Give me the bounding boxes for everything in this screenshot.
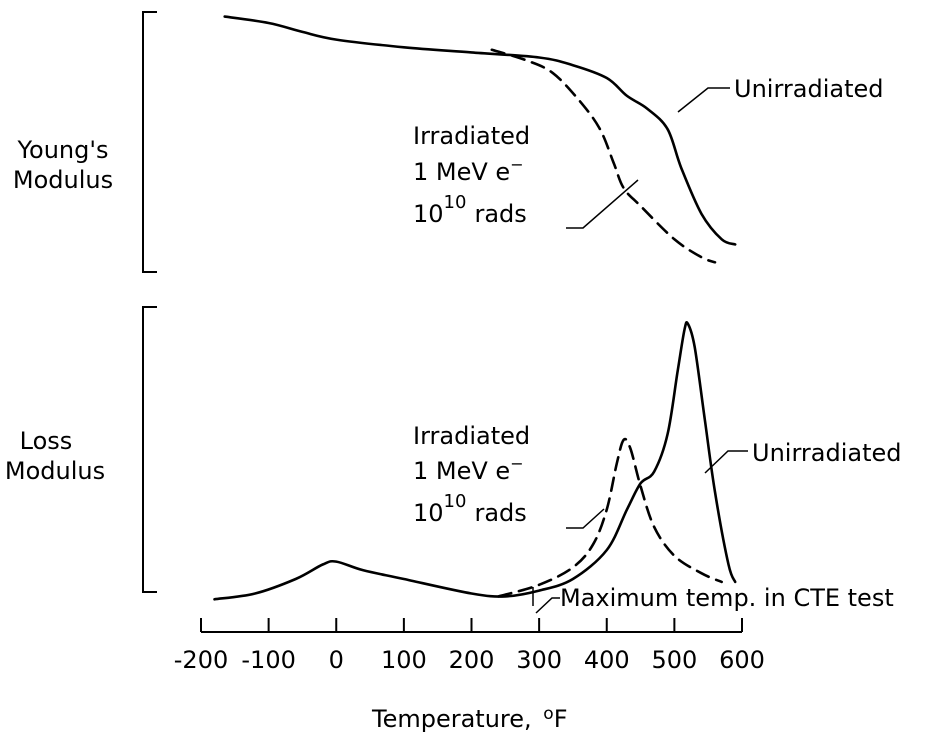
top-unirradiated-leader <box>677 87 730 113</box>
young-unirradiated-curve <box>223 15 737 246</box>
x-tick-label: 300 <box>516 646 562 674</box>
bottom-irradiated-line3: 1010 rads <box>413 491 527 527</box>
bottom-irradiated-line1: Irradiated <box>413 422 530 450</box>
bottom-panel-bracket <box>142 306 157 593</box>
young-irradiated-curve <box>490 48 717 264</box>
x-tick-label: -200 <box>174 646 228 674</box>
x-tick-label: 600 <box>719 646 765 674</box>
bottom-irradiated-energy: 1 MeV e <box>413 457 510 485</box>
x-axis-ticks: -200 -100 0 100 200 300 400 500 600 <box>174 618 765 674</box>
bottom-irradiated-leader <box>566 508 605 529</box>
young-modulus-label-line2: Modulus <box>13 166 113 194</box>
x-axis-label: Temperature, oF <box>371 704 568 733</box>
loss-irradiated-curve <box>497 437 723 598</box>
x-tick-label: 0 <box>329 646 344 674</box>
bottom-unirradiated-leader <box>704 450 748 474</box>
max-temp-label: Maximum temp. in CTE test <box>560 584 894 612</box>
loss-modulus-label-line1: Loss <box>20 427 73 455</box>
bottom-irradiated-line2: 1 MeV e− <box>413 454 524 485</box>
x-tick-label: 500 <box>651 646 697 674</box>
x-tick-label: 200 <box>449 646 495 674</box>
top-irradiated-line3: 1010 rads <box>413 192 527 228</box>
curves <box>213 15 737 601</box>
top-unirradiated-label: Unirradiated <box>734 75 883 103</box>
x-tick-label: 100 <box>381 646 427 674</box>
x-axis-label-text: Temperature, <box>371 705 539 733</box>
top-irradiated-line1: Irradiated <box>413 122 530 150</box>
top-irradiated-exp: 10 <box>444 192 467 213</box>
top-irradiated-rads: rads <box>474 200 526 228</box>
loss-unirradiated-curve <box>213 321 737 601</box>
top-irradiated-energy: 1 MeV e <box>413 158 510 186</box>
x-axis-unit-degree: o <box>543 704 553 724</box>
young-modulus-label-line1: Young's <box>17 136 109 164</box>
top-irradiated-line2: 1 MeV e− <box>413 155 524 186</box>
x-tick-label: 400 <box>584 646 630 674</box>
top-irradiated-minus: − <box>510 155 523 174</box>
max-temp-leader <box>535 597 560 614</box>
x-axis-unit: F <box>554 705 568 733</box>
top-irradiated-leader <box>566 179 639 229</box>
top-irradiated-annotation: Irradiated 1 MeV e− 1010 rads <box>413 122 530 228</box>
bottom-unirradiated-label: Unirradiated <box>752 439 901 467</box>
bottom-irradiated-rads: rads <box>474 499 526 527</box>
bottom-irradiated-annotation: Irradiated 1 MeV e− 1010 rads <box>413 422 530 527</box>
bottom-irradiated-base: 10 <box>413 499 444 527</box>
loss-modulus-label-line2: Modulus <box>5 457 105 485</box>
x-tick-label: -100 <box>241 646 295 674</box>
top-panel-bracket <box>142 11 157 273</box>
bottom-irradiated-exp: 10 <box>444 491 467 512</box>
top-irradiated-base: 10 <box>413 200 444 228</box>
bottom-irradiated-minus: − <box>510 454 523 473</box>
